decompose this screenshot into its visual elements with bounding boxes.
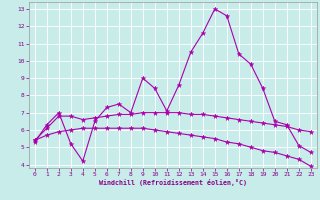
X-axis label: Windchill (Refroidissement éolien,°C): Windchill (Refroidissement éolien,°C) bbox=[99, 179, 247, 186]
